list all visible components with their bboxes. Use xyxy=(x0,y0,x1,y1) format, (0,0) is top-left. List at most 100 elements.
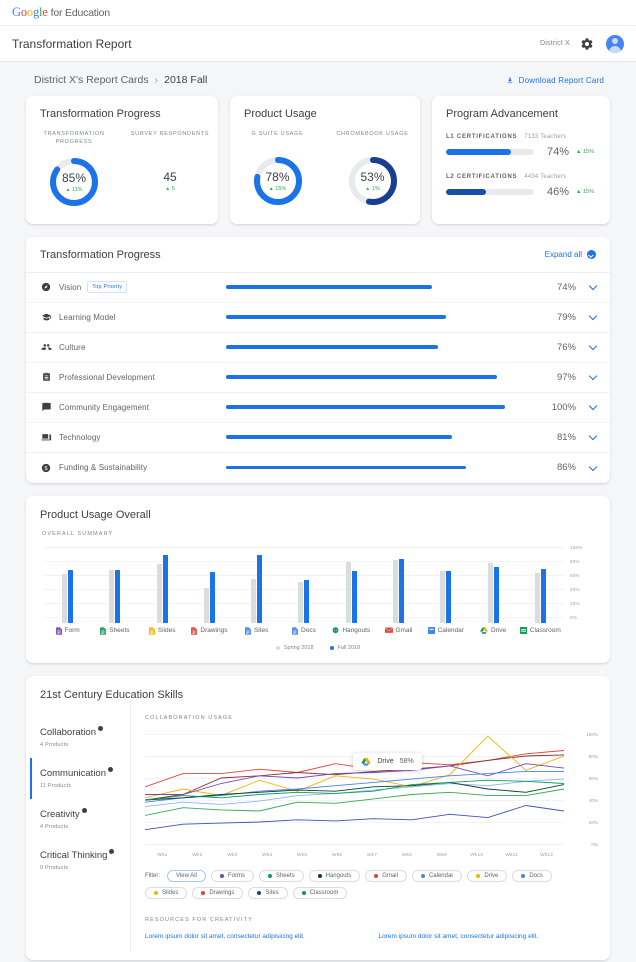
dollar-icon: $ xyxy=(40,462,52,474)
filter-chip[interactable]: Drawings xyxy=(192,887,243,899)
skill-nav-item[interactable]: Critical Thinking0 Products xyxy=(30,840,130,881)
row-expand-chevron-icon[interactable] xyxy=(576,315,596,319)
transformation-row[interactable]: Technology81% xyxy=(26,423,610,453)
skill-nav-item[interactable]: Communication11 Products xyxy=(30,758,130,799)
row-expand-chevron-icon[interactable] xyxy=(576,345,596,349)
bar xyxy=(440,571,445,623)
y-axis-tick: 0% xyxy=(570,615,577,620)
row-expand-chevron-icon[interactable] xyxy=(576,375,596,379)
metric-chromebook-usage: CHROMEBOOK USAGE 53% ▲ 1% xyxy=(325,130,420,207)
logo-letter-e: e xyxy=(42,5,47,19)
info-icon[interactable] xyxy=(98,726,103,731)
chip-label: Sites xyxy=(265,890,278,896)
progress-fill xyxy=(446,149,511,155)
breadcrumb: District X's Report Cards›2018 Fall xyxy=(34,74,207,86)
info-icon[interactable] xyxy=(108,767,113,772)
product-usage-card: Product Usage G SUITE USAGE 78% ▲ 15% xyxy=(230,96,420,224)
chip-label: Drive xyxy=(484,873,498,879)
transformation-row-percent: 79% xyxy=(536,312,576,323)
expand-all-button[interactable]: Expand all xyxy=(545,250,596,259)
tooltip-product: Drive xyxy=(377,758,393,765)
bar xyxy=(204,588,209,623)
download-report-card-button[interactable]: Download Report Card xyxy=(506,76,604,85)
chip-color-dot xyxy=(268,874,272,878)
x-axis-tick: Wk1 xyxy=(145,853,180,858)
info-icon[interactable] xyxy=(109,849,114,854)
expand-all-label: Expand all xyxy=(545,250,582,259)
transformation-row[interactable]: Learning Model79% xyxy=(26,303,610,333)
info-icon[interactable] xyxy=(82,808,87,813)
transformation-row[interactable]: Community Engagement100% xyxy=(26,393,610,423)
skill-nav-item[interactable]: Collaboration4 Products xyxy=(30,717,130,758)
x-axis-tick: Classroom xyxy=(517,627,564,635)
x-axis-tick: Wk7 xyxy=(355,853,390,858)
metric-value: 53% xyxy=(360,170,384,184)
breadcrumb-root[interactable]: District X's Report Cards xyxy=(34,74,149,86)
transformation-progress-section: Transformation Progress Expand all Visio… xyxy=(26,237,610,483)
transformation-row[interactable]: Culture76% xyxy=(26,333,610,363)
resource-link[interactable]: Lorem ipsum dolor sit amet, consectetur … xyxy=(365,933,599,940)
x-axis-tick: Hangouts xyxy=(328,627,375,635)
product-usage-overall-section: Product Usage Overall OVERALL SUMMARY 10… xyxy=(26,496,610,663)
breadcrumb-current: 2018 Fall xyxy=(164,74,207,86)
transformation-row-label: Professional Development xyxy=(59,373,155,382)
google-for-education-logo: Googlefor Education xyxy=(12,5,110,20)
skill-name: Critical Thinking xyxy=(40,850,130,861)
transformation-row[interactable]: $Funding & Sustainability86% xyxy=(26,453,610,483)
filter-chip[interactable]: Calendar xyxy=(412,870,462,882)
x-axis-tick: Wk4 xyxy=(250,853,285,858)
filter-chip[interactable]: Gmail xyxy=(365,870,407,882)
bar-chart: 100%80%60%40%20%0% xyxy=(44,547,564,623)
filter-chip[interactable]: Sheets xyxy=(259,870,304,882)
filter-chip[interactable]: Hangouts xyxy=(309,870,361,882)
x-axis-tick: Docs xyxy=(280,627,327,635)
summary-cards-row: Transformation Progress TRANSFORMATION P… xyxy=(26,96,610,224)
legend-item[interactable]: Spring 2018 xyxy=(276,645,314,651)
progress-track xyxy=(446,189,534,195)
file-icon xyxy=(56,627,62,635)
legend-dot xyxy=(330,646,334,650)
x-axis-tick: Wk3 xyxy=(215,853,250,858)
tooltip-value: 58% xyxy=(400,758,414,765)
certification-name: L2 CERTIFICATIONS xyxy=(446,174,517,180)
x-axis-tick: Wk12 xyxy=(529,853,564,858)
gear-icon[interactable] xyxy=(580,37,594,51)
y-axis-tick: 60% xyxy=(589,776,598,781)
chip-label: Drawings xyxy=(209,890,234,896)
avatar[interactable] xyxy=(606,35,624,53)
filter-chip[interactable]: View All xyxy=(167,870,206,882)
row-expand-chevron-icon[interactable] xyxy=(576,466,596,470)
transformation-row[interactable]: VisionTop Priority74% xyxy=(26,273,610,303)
compass-icon xyxy=(40,281,52,293)
program-advancement-card: Program Advancement L1 CERTIFICATIONS 71… xyxy=(432,96,610,224)
filter-label: Filter: xyxy=(145,873,160,879)
row-expand-chevron-icon[interactable] xyxy=(576,405,596,409)
legend-item[interactable]: Fall 2018 xyxy=(330,645,361,651)
x-axis-tick: Gmail xyxy=(375,627,422,635)
filter-chip[interactable]: Docs xyxy=(512,870,552,882)
filter-chip[interactable]: Forms xyxy=(211,870,254,882)
row-expand-chevron-icon[interactable] xyxy=(576,285,596,289)
x-axis-tick: Form xyxy=(44,627,91,635)
x-axis-label: Docs xyxy=(301,627,316,634)
filter-chip[interactable]: Sites xyxy=(248,887,287,899)
chip-color-dot xyxy=(201,891,205,895)
filter-chip[interactable]: Slides xyxy=(145,887,187,899)
chip-color-dot xyxy=(421,874,425,878)
metric-delta: ▲ 11% xyxy=(65,187,82,193)
skill-nav-item[interactable]: Creativity4 Products xyxy=(30,799,130,840)
x-axis-label: Sites xyxy=(254,627,268,634)
line-chart-x-axis: Wk1Wk2Wk3Wk4Wk5Wk6Wk7Wk8Wk9Wk10Wk11Wk12 xyxy=(145,853,564,858)
filter-chip[interactable]: Classroom xyxy=(293,887,348,899)
resource-link[interactable]: Lorem ipsum dolor sit amet, consectetur … xyxy=(145,933,365,940)
transformation-row[interactable]: Professional Development97% xyxy=(26,363,610,393)
file-icon xyxy=(100,627,106,635)
filter-chip[interactable]: Drive xyxy=(467,870,507,882)
certification-delta: ▲ 15% xyxy=(576,149,596,155)
district-label: District X xyxy=(540,40,570,47)
chip-label: View All xyxy=(176,873,197,879)
chip-color-dot xyxy=(476,874,480,878)
chip-color-dot xyxy=(374,874,378,878)
chevron-down-icon xyxy=(587,250,596,259)
row-expand-chevron-icon[interactable] xyxy=(576,435,596,439)
